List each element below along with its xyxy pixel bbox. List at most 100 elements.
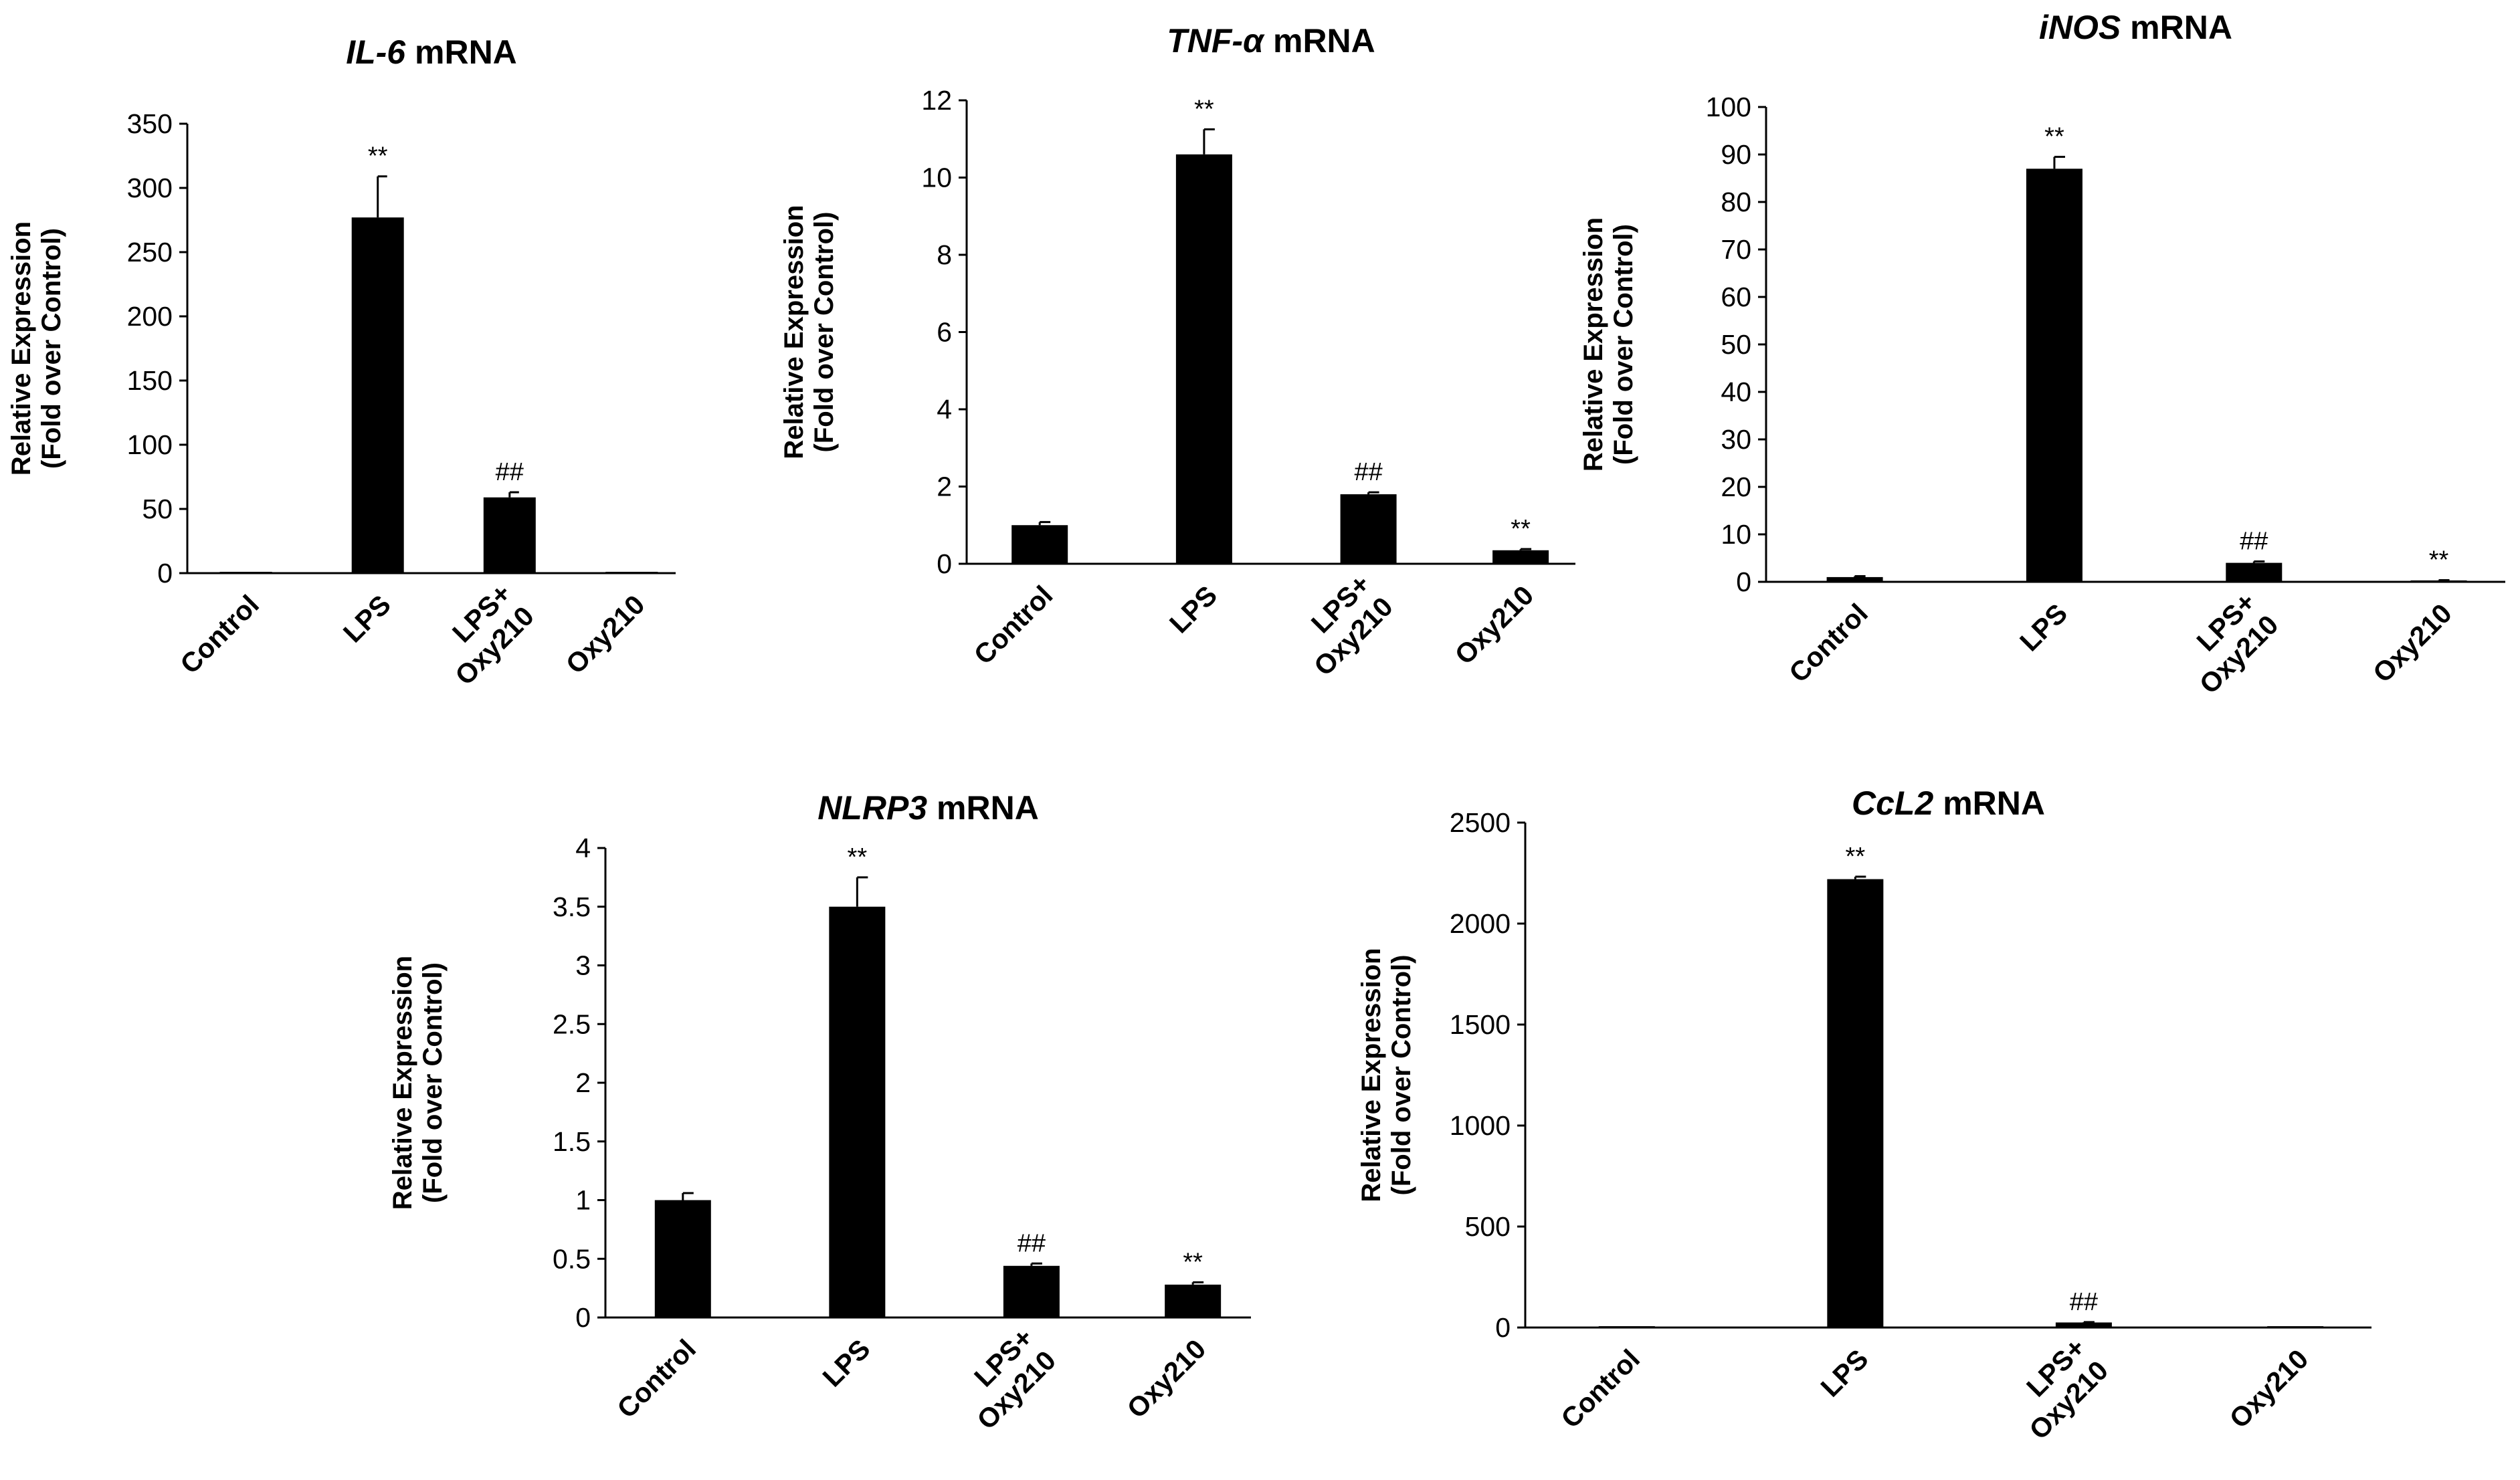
y-tick-label: 2500	[1450, 807, 1511, 838]
title-gene: CcL2	[1852, 784, 1933, 822]
y-tick-label: 3.5	[553, 891, 591, 922]
y-tick-label: 500	[1465, 1211, 1511, 1242]
bar	[1598, 1326, 1655, 1328]
significance-stars: **	[848, 843, 868, 871]
x-category-label: LPS+Oxy210	[426, 578, 540, 692]
y-tick-label: 10	[1721, 519, 1751, 550]
y-tick-label: 4	[575, 833, 591, 863]
title-gene: TNF-α	[1167, 22, 1265, 60]
x-category-label: LPS+Oxy210	[948, 1322, 1062, 1436]
chart-title: iNOS mRNA	[2039, 9, 2232, 46]
x-category-label: LPS+Oxy210	[2000, 1332, 2114, 1446]
significance-stars: **	[2044, 123, 2064, 151]
y-tick-label: 1.5	[553, 1126, 591, 1157]
y-tick-label: 40	[1721, 377, 1751, 407]
x-category-label: Oxy210	[560, 589, 651, 680]
bar	[1827, 879, 1884, 1328]
y-tick-label: 250	[127, 237, 173, 268]
significance-hash: ##	[1354, 458, 1382, 486]
x-category-label: Control	[611, 1334, 702, 1424]
title-mrna: mRNA	[1273, 22, 1375, 60]
y-tick-label: 90	[1721, 139, 1751, 170]
bar	[1826, 576, 1883, 582]
y-tick-label: 2	[575, 1067, 591, 1098]
y-tick-label: 60	[1721, 282, 1751, 312]
chart-title: TNF-α mRNA	[1167, 22, 1375, 60]
bar	[2267, 1326, 2324, 1328]
significance-hash: ##	[2240, 527, 2268, 555]
significance-stars: **	[1846, 843, 1866, 871]
title-mrna: mRNA	[415, 33, 517, 71]
title-gene: IL-6	[346, 33, 406, 71]
y-tick-label: 100	[127, 429, 173, 460]
y-axis-label: Relative Expression	[1357, 948, 1386, 1202]
y-tick-label: 0	[1736, 566, 1751, 597]
chart-title: IL-6 mRNA	[346, 33, 517, 71]
y-tick-label: 50	[1721, 329, 1751, 360]
x-category-label: LPS	[817, 1334, 876, 1393]
y-axis-label: (Fold over Control)	[418, 962, 448, 1203]
bar	[1011, 525, 1068, 564]
x-category-label: Oxy210	[2224, 1344, 2315, 1435]
y-axis-label: (Fold over Control)	[1609, 224, 1638, 465]
y-tick-label: 20	[1721, 471, 1751, 502]
y-axis-label: Relative Expression	[1579, 217, 1608, 471]
y-tick-label: 2000	[1450, 908, 1511, 939]
y-tick-label: 1000	[1450, 1110, 1511, 1141]
bar	[219, 572, 272, 573]
y-tick-label: 100	[1706, 92, 1751, 122]
x-category-label: Control	[1555, 1344, 1646, 1435]
y-tick-label: 0	[937, 548, 952, 579]
y-axis-label: (Fold over Control)	[1387, 955, 1416, 1196]
significance-hash: ##	[496, 458, 524, 486]
y-axis-label: (Fold over Control)	[37, 228, 66, 469]
significance-hash: ##	[1017, 1229, 1046, 1257]
significance-stars: **	[1183, 1248, 1203, 1276]
bar	[483, 497, 536, 573]
title-mrna: mRNA	[1943, 784, 2045, 822]
significance-stars: **	[368, 142, 388, 171]
y-tick-label: 2	[937, 471, 952, 502]
x-category-label: LPS	[2014, 598, 2073, 657]
y-tick-label: 30	[1721, 424, 1751, 455]
chart-il6: IL-6 mRNA Relative Expression (Fold over C…	[7, 33, 676, 691]
chart-title: NLRP3 mRNA	[817, 789, 1039, 827]
y-tick-label: 12	[921, 85, 952, 116]
x-category-label: LPS+Oxy210	[1285, 568, 1399, 682]
bar	[2055, 1322, 2112, 1328]
y-tick-label: 350	[127, 108, 173, 139]
y-axis-label: Relative Expression	[388, 956, 417, 1210]
bar	[605, 572, 658, 573]
title-gene: NLRP3	[817, 789, 927, 827]
y-tick-label: 80	[1721, 187, 1751, 217]
bar	[1175, 154, 1232, 564]
x-category-label: Oxy210	[1121, 1334, 1212, 1424]
y-tick-label: 150	[127, 365, 173, 396]
title-mrna: mRNA	[2130, 9, 2232, 46]
y-tick-label: 0.5	[553, 1243, 591, 1274]
y-tick-label: 1500	[1450, 1009, 1511, 1040]
significance-stars: **	[1511, 515, 1531, 543]
y-tick-label: 0	[1495, 1312, 1511, 1343]
y-axis-label: Relative Expression	[779, 205, 809, 459]
chart-nlrp3: NLRP3 mRNA Relative Expression (Fold over …	[388, 789, 1251, 1435]
bar	[2026, 169, 2082, 583]
y-axis-label: (Fold over Control)	[809, 212, 839, 453]
x-category-label: Control	[968, 580, 1059, 671]
y-tick-label: 4	[937, 394, 952, 425]
bar	[2226, 562, 2283, 582]
y-tick-label: 300	[127, 173, 173, 203]
chart-inos: iNOS mRNA Relative Expression (Fold over C…	[1579, 9, 2505, 700]
x-category-label: LPS	[1163, 580, 1223, 639]
x-category-label: Oxy210	[1449, 580, 1540, 671]
x-category-label: Oxy210	[2367, 598, 2458, 689]
significance-stars: **	[1194, 95, 1214, 123]
x-category-label: LPS+Oxy210	[2171, 587, 2285, 700]
title-gene: iNOS	[2039, 9, 2121, 46]
bar	[1003, 1265, 1060, 1317]
y-tick-label: 1	[575, 1185, 591, 1216]
chart-tnf-alpha: TNF-α mRNA Relative Expression (Fold over …	[779, 22, 1575, 681]
y-axis-label: Relative Expression	[7, 221, 36, 475]
bar	[1165, 1284, 1222, 1317]
